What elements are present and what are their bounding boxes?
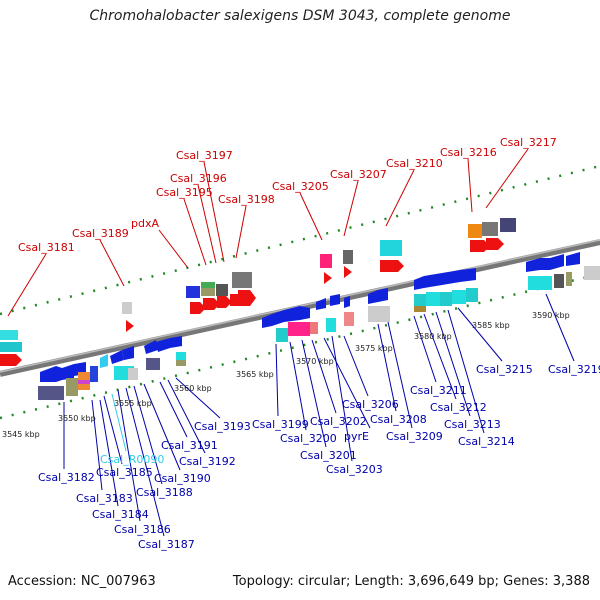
gene-label-csal-3209[interactable]: Csal_3209 — [386, 430, 443, 443]
gene-label-csal-3192[interactable]: Csal_3192 — [179, 455, 236, 468]
leader-line-csal-3200 — [289, 341, 307, 431]
gene-label-csal-3213[interactable]: Csal_3213 — [444, 418, 501, 431]
scale-label-3550-kbp: 3550 kbp — [58, 414, 96, 423]
gene-label-csal-3197[interactable]: Csal_3197 — [176, 149, 233, 162]
gene-label-csal-3189[interactable]: Csal_3189 — [72, 227, 129, 240]
scale-label-3585-kbp: 3585 kbp — [472, 321, 510, 330]
gene-label-csal-r0090[interactable]: Csal_R0090 — [100, 453, 164, 466]
scale-label-3555-kbp: 3555 kbp — [114, 399, 152, 408]
gene-label-csal-3211[interactable]: Csal_3211 — [410, 384, 467, 397]
leader-line-csal-3206 — [343, 335, 369, 397]
scale-labels: 3545 kbp 3550 kbp 3555 kbp 3560 kbp 3565 kbp… — [2, 311, 570, 439]
scale-label-3580-kbp: 3580 kbp — [414, 332, 452, 341]
gene-label-csal-3202[interactable]: Csal_3202 — [310, 415, 367, 428]
leader-line-csal-3191 — [159, 381, 188, 438]
leader-line-csal-3198 — [235, 205, 247, 259]
genome-summary-label: Topology: circular; Length: 3,696,649 bp… — [232, 574, 590, 589]
leader-line-csal-3217 — [485, 148, 529, 209]
gene-label-csal-3219[interactable]: Csal_3219 — [548, 363, 600, 376]
reverse-gene-labels: Csal_3182Csal_3183Csal_3184Csal_3185Csal… — [38, 363, 600, 551]
reverse-leader-lines — [63, 293, 575, 537]
leader-line-csal-3201 — [301, 339, 327, 448]
gene-label-csal-3188[interactable]: Csal_3188 — [136, 486, 193, 499]
leader-line-csal-3184 — [99, 399, 119, 507]
leader-line-csal-3202 — [311, 339, 337, 414]
gene-label-csal-3182[interactable]: Csal_3182 — [38, 471, 95, 484]
leader-line-csal-3196 — [197, 184, 217, 264]
gene-label-csal-3193[interactable]: Csal_3193 — [194, 420, 251, 433]
leader-line-csal-3187 — [125, 387, 165, 537]
leader-line-csal-3190 — [143, 383, 181, 471]
gene-label-csal-3196[interactable]: Csal_3196 — [170, 172, 227, 185]
gene-label-csal-3215[interactable]: Csal_3215 — [476, 363, 533, 376]
leader-line-pdxa — [158, 229, 189, 269]
leader-line-csal-3208 — [377, 323, 397, 412]
leader-line-csal-3203 — [331, 335, 353, 462]
leader-line-csal-3216 — [467, 158, 473, 213]
gene-label-csal-3210[interactable]: Csal_3210 — [386, 157, 443, 170]
gene-label-csal-3200[interactable]: Csal_3200 — [280, 432, 337, 445]
leader-line-csal-3213 — [435, 311, 471, 417]
gene-label-csal-3190[interactable]: Csal_3190 — [154, 472, 211, 485]
leader-line-csal-3197 — [203, 161, 225, 263]
leader-line-csal-3207 — [343, 180, 359, 237]
gene-label-csal-3181[interactable]: Csal_3181 — [18, 241, 75, 254]
scale-label-3560-kbp: 3560 kbp — [174, 384, 212, 393]
forward-leader-lines — [7, 148, 529, 317]
leader-line-csal-3195 — [183, 198, 207, 266]
leader-line-csal-3219 — [545, 293, 575, 362]
leader-line-csal-3185 — [103, 395, 123, 465]
gene-label-csal-3191[interactable]: Csal_3191 — [161, 439, 218, 452]
leader-line-csal-3186 — [117, 389, 141, 522]
leader-line-csal-3183 — [91, 399, 103, 491]
leader-line-csal-3211 — [413, 315, 437, 383]
scale-label-3575-kbp: 3575 kbp — [355, 344, 393, 353]
gene-label-csal-3195[interactable]: Csal_3195 — [156, 186, 213, 199]
gene-label-csal-3212[interactable]: Csal_3212 — [430, 401, 487, 414]
gene-label-csal-3187[interactable]: Csal_3187 — [138, 538, 195, 551]
leader-line-pyre — [323, 337, 371, 429]
leader-line-csal-3192 — [167, 379, 206, 454]
leader-line-csal-3181 — [7, 253, 47, 317]
gene-label-csal-3214[interactable]: Csal_3214 — [458, 435, 515, 448]
gene-label-csal-3217[interactable]: Csal_3217 — [500, 136, 557, 149]
leader-line-csal-3214 — [447, 309, 485, 434]
gene-label-csal-3186[interactable]: Csal_3186 — [114, 523, 171, 536]
scale-label-3545-kbp: 3545 kbp — [2, 430, 40, 439]
gene-label-csal-3203[interactable]: Csal_3203 — [326, 463, 383, 476]
leader-line-csal-3209 — [387, 321, 413, 429]
leader-line-csal-3193 — [175, 377, 221, 419]
scale-label-3565-kbp: 3565 kbp — [236, 370, 274, 379]
gene-label-csal-3185[interactable]: Csal_3185 — [96, 466, 153, 479]
genome-title: Chromohalobacter salexigens DSM 3043, co… — [89, 8, 511, 24]
leader-line-csal-3205 — [299, 192, 323, 241]
scale-label-3590-kbp: 3590 kbp — [532, 311, 570, 320]
leader-line-csal-3215 — [457, 307, 503, 362]
scale-label-3570-kbp: 3570 kbp — [296, 357, 334, 366]
gene-label-csal-3216[interactable]: Csal_3216 — [440, 146, 497, 159]
leader-line-csal-3210 — [385, 169, 415, 227]
gene-label-csal-3208[interactable]: Csal_3208 — [370, 413, 427, 426]
leader-line-csal-3188 — [133, 385, 163, 485]
gene-label-csal-3184[interactable]: Csal_3184 — [92, 508, 149, 521]
gene-label-pyre[interactable]: pyrE — [344, 430, 369, 443]
accession-label: Accession: NC_007963 — [8, 574, 156, 589]
leader-line-csal-3189 — [99, 239, 125, 287]
forward-genes — [0, 218, 516, 366]
gene-label-csal-3206[interactable]: Csal_3206 — [342, 398, 399, 411]
gene-label-csal-3201[interactable]: Csal_3201 — [300, 449, 357, 462]
reverse-genes — [38, 252, 600, 400]
gene-label-csal-3199[interactable]: Csal_3199 — [252, 418, 309, 431]
gene-label-pdxa[interactable]: pdxA — [131, 217, 159, 230]
gene-label-csal-3183[interactable]: Csal_3183 — [76, 492, 133, 505]
leader-line-csal-3199 — [275, 343, 279, 417]
leader-line-csal-3212 — [423, 313, 457, 400]
gene-label-csal-3207[interactable]: Csal_3207 — [330, 168, 387, 181]
gene-label-csal-3198[interactable]: Csal_3198 — [218, 193, 275, 206]
leader-line-csal-r0090 — [111, 393, 127, 452]
gene-label-csal-3205[interactable]: Csal_3205 — [272, 180, 329, 193]
